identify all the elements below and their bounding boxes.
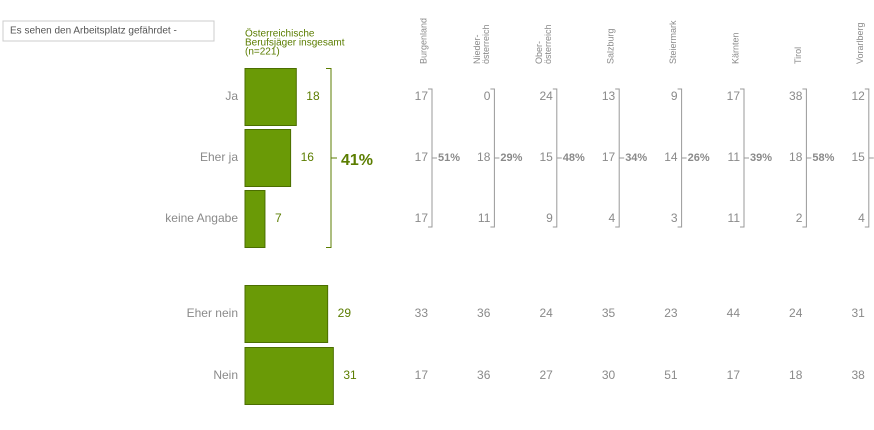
- region-bracket: [428, 88, 437, 228]
- region-bracket: [677, 88, 687, 228]
- region-value: 38: [851, 368, 865, 382]
- value-label: 7: [275, 211, 282, 225]
- region-value: 51: [664, 368, 678, 382]
- region-value: 23: [664, 306, 678, 320]
- column-header: Berufsjäger insgesamt: [245, 38, 345, 49]
- question-label: Es sehen den Arbeitsplatz gefährdet -: [10, 26, 177, 37]
- region-value: 35: [602, 306, 616, 320]
- region-name: Kärnten: [730, 32, 740, 64]
- region-value: 18: [789, 150, 803, 164]
- region-value: 0: [484, 89, 491, 103]
- region-value: 3: [671, 211, 678, 225]
- region-name: Nieder-: [472, 34, 482, 64]
- region-bracket: [864, 88, 874, 228]
- region-value: 17: [727, 89, 741, 103]
- region-value: 33: [415, 306, 429, 320]
- label-box: [2, 20, 215, 42]
- region-bracket-total: 48%: [563, 152, 585, 164]
- region-value: 12: [851, 89, 865, 103]
- value-label: 31: [343, 368, 357, 382]
- column-header: (n=221): [245, 47, 280, 58]
- region-value: 36: [477, 368, 491, 382]
- region-value: 15: [539, 150, 553, 164]
- bar: [244, 347, 334, 405]
- region-value: 14: [664, 150, 678, 164]
- region-bracket: [552, 88, 562, 228]
- region-value: 18: [789, 368, 803, 382]
- region-value: 24: [789, 306, 803, 320]
- region-value: 27: [539, 368, 553, 382]
- region-value: 24: [539, 306, 553, 320]
- region-value: 11: [728, 211, 741, 225]
- region-value: 9: [546, 211, 553, 225]
- region-value: 44: [727, 306, 741, 320]
- region-name: österreich: [543, 24, 553, 64]
- category-label: Eher ja: [200, 150, 238, 164]
- category-label: Ja: [225, 89, 238, 103]
- column-header: Österreichische: [245, 28, 315, 40]
- value-label: 29: [338, 306, 352, 320]
- bar: [244, 285, 329, 343]
- region-value: 18: [477, 150, 491, 164]
- region-bracket-total: 58%: [812, 152, 834, 164]
- region-value: 13: [602, 89, 616, 103]
- region-name: Burgenland: [418, 18, 428, 64]
- category-label: keine Angabe: [165, 211, 238, 225]
- region-name: Steiermark: [668, 20, 678, 64]
- region-bracket: [740, 88, 749, 228]
- region-bracket: [802, 88, 812, 228]
- region-value: 17: [415, 368, 429, 382]
- region-name: Ober-: [534, 41, 544, 64]
- value-label: 18: [306, 89, 320, 103]
- region-value: 30: [602, 368, 616, 382]
- region-bracket: [615, 88, 625, 228]
- category-label: Nein: [213, 368, 238, 382]
- region-value: 17: [602, 150, 616, 164]
- region-value: 11: [478, 211, 491, 225]
- region-value: 15: [851, 150, 865, 164]
- category-label: Eher nein: [187, 306, 238, 320]
- bracket: [326, 68, 337, 248]
- region-bracket-total: 34%: [625, 152, 647, 164]
- region-value: 2: [796, 211, 803, 225]
- bracket-total: 41%: [341, 152, 373, 169]
- bar: [244, 129, 292, 187]
- region-name: Salzburg: [606, 28, 616, 64]
- region-bracket-total: 39%: [750, 152, 772, 164]
- region-value: 11: [728, 150, 741, 164]
- region-name: österreich: [481, 24, 491, 64]
- region-value: 36: [477, 306, 491, 320]
- region-value: 17: [415, 89, 429, 103]
- region-value: 17: [415, 211, 429, 225]
- region-value: 38: [789, 89, 803, 103]
- region-value: 4: [858, 211, 865, 225]
- region-bracket: [490, 88, 500, 228]
- region-name: Vorarlberg: [855, 22, 865, 64]
- region-bracket-total: 26%: [688, 152, 710, 164]
- bar: [244, 68, 297, 126]
- region-value: 9: [671, 89, 678, 103]
- region-bracket-total: 29%: [500, 152, 522, 164]
- value-label: 16: [301, 150, 315, 164]
- region-value: 31: [851, 306, 865, 320]
- region-value: 17: [415, 150, 429, 164]
- region-bracket-total: 51%: [438, 152, 460, 164]
- region-value: 4: [609, 211, 616, 225]
- region-value: 24: [539, 89, 553, 103]
- bar: [244, 190, 266, 248]
- region-value: 17: [727, 368, 741, 382]
- region-name: Tirol: [793, 47, 803, 64]
